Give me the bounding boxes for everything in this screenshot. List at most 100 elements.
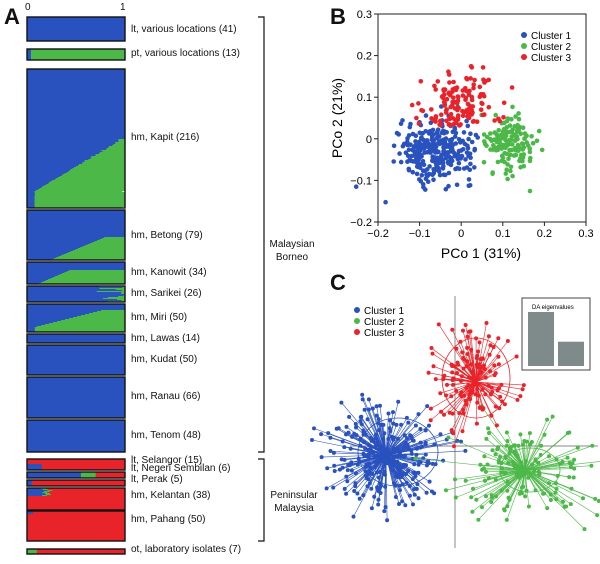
structure-bar-segment	[27, 175, 63, 177]
dapc-spoke	[365, 454, 387, 468]
structure-bar-segment	[27, 174, 64, 176]
pcoa-point	[496, 127, 502, 133]
structure-bar-segment	[27, 504, 126, 506]
structure-bar-segment	[34, 194, 126, 196]
structure-bar-segment	[27, 264, 126, 266]
structure-bar-segment	[27, 523, 126, 525]
dapc-point	[553, 490, 558, 495]
structure-bar-segment	[27, 154, 96, 156]
structure-bar-segment	[27, 500, 126, 502]
dapc-point	[423, 452, 428, 457]
structure-bar-segment	[55, 178, 126, 180]
structure-bar-segment	[27, 450, 126, 452]
pcoa-point	[405, 159, 410, 164]
dapc-point	[391, 421, 396, 426]
structure-bar-segment	[45, 324, 126, 326]
structure-group-frame	[26, 487, 126, 511]
dapc-spoke	[484, 469, 526, 481]
structure-bar-segment	[27, 516, 126, 518]
structure-bar-segment	[27, 532, 126, 534]
structure-bar-segment	[27, 181, 51, 183]
structure-bar-segment	[69, 270, 126, 272]
pcoa-point	[440, 157, 446, 163]
dapc-point	[393, 454, 398, 459]
dapc-point	[510, 459, 515, 464]
structure-bar-segment	[27, 89, 126, 91]
structure-group-frame	[26, 209, 126, 261]
dapc-spoke	[475, 381, 478, 424]
structure-bar-segment	[27, 27, 126, 29]
pcoa-point	[410, 169, 416, 175]
pcoa-point	[416, 101, 421, 106]
structure-bar-segment	[27, 99, 126, 101]
structure-group-frame	[26, 376, 126, 419]
pcoa-point	[453, 130, 459, 136]
dapc-point	[413, 474, 418, 479]
dapc-spoke	[357, 454, 387, 494]
dapc-point	[383, 460, 388, 464]
structure-bar-segment	[27, 531, 126, 533]
pcoa-point	[471, 118, 477, 124]
dapc-point	[572, 457, 577, 462]
structure-bar-segment	[27, 521, 126, 523]
structure-bar-segment	[68, 171, 126, 173]
pcoa-point	[498, 133, 503, 138]
structure-bar-segment	[27, 313, 90, 315]
structure-group-frame	[26, 548, 126, 555]
dapc-point	[474, 421, 479, 426]
structure-bar-segment	[27, 25, 126, 27]
dapc-point	[431, 364, 436, 369]
structure-bar-segment	[27, 490, 48, 492]
dapc-point	[480, 467, 485, 472]
pcoa-point	[510, 127, 515, 132]
pcoa-point	[461, 130, 467, 135]
pcoa-point	[504, 167, 510, 172]
dapc-point	[523, 459, 528, 464]
structure-bar-segment	[27, 132, 126, 134]
structure-bar-segment	[27, 300, 122, 302]
structure-bar-segment	[27, 432, 126, 434]
dapc-spoke	[376, 454, 387, 465]
structure-bar-segment	[27, 85, 126, 87]
structure-bar-segment	[27, 468, 42, 470]
structure-bar-segment	[27, 50, 32, 52]
dapc-spoke	[448, 437, 526, 471]
dapc-point	[464, 402, 469, 407]
structure-bar-segment	[48, 279, 126, 281]
dapc-point	[555, 473, 560, 478]
structure-bar-segment	[49, 491, 126, 493]
region-label-borneo: Malaysian Borneo	[269, 239, 315, 263]
structure-bar-segment	[27, 58, 32, 60]
dapc-spoke	[455, 469, 526, 498]
dapc-point	[478, 365, 483, 370]
pcoa-y-tick-label: −0.2	[350, 217, 372, 229]
dapc-point	[489, 385, 494, 390]
structure-bar-segment	[27, 82, 126, 84]
pcoa-y-tick-label: −0.1	[350, 175, 372, 187]
dapc-point	[571, 475, 576, 480]
dapc-point	[482, 454, 487, 459]
structure-group-frame	[26, 479, 126, 487]
dapc-point	[489, 500, 494, 504]
dapc-spoke	[438, 324, 477, 383]
pcoa-point	[450, 99, 455, 105]
dapc-point	[478, 357, 483, 362]
structure-bar-segment	[118, 140, 126, 142]
pcoa-point	[422, 150, 427, 155]
structure-bar-segment	[27, 321, 58, 323]
structure-bar-segment	[27, 326, 38, 328]
pcoa-point	[425, 179, 431, 184]
dapc-legend-label: Cluster 3	[364, 328, 404, 339]
dapc-point	[353, 422, 358, 426]
dapc-point	[516, 443, 521, 448]
pcoa-point	[440, 138, 445, 143]
pcoa-frame	[377, 13, 587, 223]
structure-bar-segment	[27, 225, 126, 227]
pcoa-point	[467, 151, 473, 157]
structure-bar-segment	[97, 311, 126, 313]
structure-bar-segment	[27, 239, 100, 241]
dapc-point	[407, 493, 412, 498]
dapc-point	[496, 354, 501, 359]
pcoa-point	[461, 166, 467, 171]
dapc-point	[444, 393, 448, 398]
